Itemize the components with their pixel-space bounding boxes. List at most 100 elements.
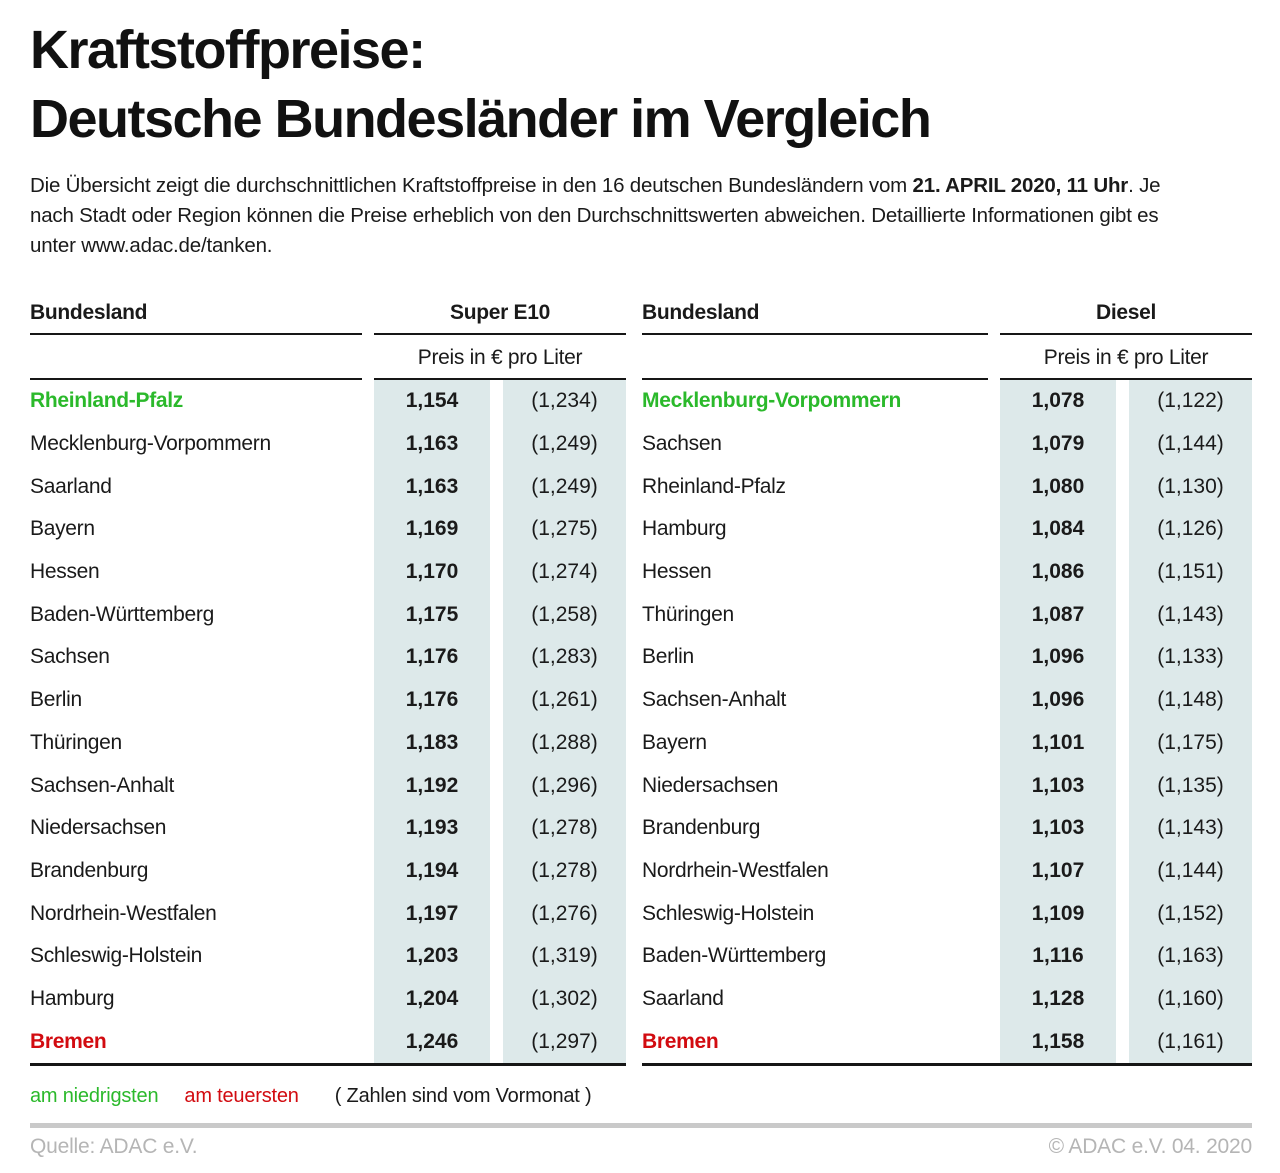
current-price: 1,175 [374, 593, 490, 637]
table-subheader-row: Preis in € pro Liter [642, 335, 1252, 380]
state-name: Thüringen [30, 730, 122, 754]
table-row: Rheinland-Pfalz 1,080 (1,130) [642, 465, 1252, 509]
current-price: 1,163 [374, 422, 490, 466]
table-row: Nordrhein-Westfalen 1,197 (1,276) [30, 892, 626, 935]
previous-month-price: (1,148) [1129, 678, 1252, 722]
current-price: 1,158 [1000, 1020, 1116, 1063]
previous-month-price: (1,126) [1129, 508, 1252, 551]
previous-month-price: (1,130) [1129, 465, 1252, 509]
table-row: Hessen 1,170 (1,274) [30, 550, 626, 594]
state-name: Berlin [30, 688, 82, 712]
table-row: Bremen 1,158 (1,161) [642, 1020, 1252, 1063]
copyright-label: © ADAC e.V. 04. 2020 [1048, 1135, 1253, 1158]
state-name: Saarland [30, 474, 112, 498]
state-name: Mecklenburg-Vorpommern [642, 389, 902, 413]
source-label: Quelle: ADAC e.V. [30, 1135, 198, 1158]
previous-month-price: (1,288) [503, 721, 626, 765]
table-diesel: Bundesland Diesel Preis in € pro Liter M… [642, 294, 1252, 1066]
page-title: Kraftstoffpreise: Deutsche Bundesländer … [30, 16, 1252, 154]
table-row: Brandenburg 1,194 (1,278) [30, 849, 626, 893]
table-row: Mecklenburg-Vorpommern 1,163 (1,249) [30, 422, 626, 466]
current-price: 1,183 [374, 721, 490, 765]
current-price: 1,176 [374, 636, 490, 679]
previous-month-price: (1,144) [1129, 422, 1252, 466]
previous-month-price: (1,302) [503, 977, 626, 1021]
previous-month-price: (1,163) [1129, 934, 1252, 978]
current-price: 1,107 [1000, 849, 1116, 893]
current-price: 1,080 [1000, 465, 1116, 509]
current-price: 1,116 [1000, 934, 1116, 978]
table-row: Hessen 1,086 (1,151) [642, 550, 1252, 594]
table-row: Sachsen-Anhalt 1,096 (1,148) [642, 678, 1252, 722]
state-name: Hamburg [642, 517, 727, 541]
current-price: 1,103 [1000, 764, 1116, 807]
state-name: Baden-Württemberg [30, 602, 214, 626]
current-price: 1,154 [374, 380, 490, 423]
table-header-row: Bundesland Diesel [642, 294, 1252, 335]
previous-month-price: (1,135) [1129, 764, 1252, 807]
intro-part-1: Die Übersicht zeigt die durchschnittlich… [30, 174, 913, 197]
column-header-price-unit: Preis in € pro Liter [374, 335, 626, 380]
previous-month-price: (1,276) [503, 892, 626, 935]
current-price: 1,204 [374, 977, 490, 1021]
table-row: Berlin 1,176 (1,261) [30, 678, 626, 722]
table-row: Brandenburg 1,103 (1,143) [642, 806, 1252, 850]
table-body: Rheinland-Pfalz 1,154 (1,234) Mecklenburg-V… [30, 380, 626, 1066]
column-header-fuel: Diesel [1000, 294, 1252, 335]
previous-month-price: (1,143) [1129, 593, 1252, 637]
intro-text: Die Übersicht zeigt die durchschnittlich… [30, 171, 1205, 261]
current-price: 1,096 [1000, 636, 1116, 679]
previous-month-price: (1,278) [503, 806, 626, 850]
column-header-price-unit: Preis in € pro Liter [1000, 335, 1252, 380]
footer-divider [30, 1123, 1252, 1128]
state-name: Niedersachsen [30, 816, 167, 840]
previous-month-price: (1,175) [1129, 721, 1252, 765]
column-header-bundesland: Bundesland [642, 294, 988, 335]
state-name: Berlin [642, 645, 694, 669]
legend-lowest-label: am niedrigsten [30, 1085, 159, 1107]
current-price: 1,084 [1000, 508, 1116, 551]
state-name: Bremen [642, 1029, 719, 1053]
table-row: Berlin 1,096 (1,133) [642, 636, 1252, 679]
current-price: 1,109 [1000, 892, 1116, 935]
state-name: Bremen [30, 1029, 107, 1053]
table-row: Rheinland-Pfalz 1,154 (1,234) [30, 380, 626, 423]
table-row: Mecklenburg-Vorpommern 1,078 (1,122) [642, 380, 1252, 423]
previous-month-price: (1,275) [503, 508, 626, 551]
title-line-2: Deutsche Bundesländer im Vergleich [30, 89, 932, 149]
current-price: 1,086 [1000, 550, 1116, 594]
state-name: Brandenburg [642, 816, 761, 840]
table-row: Bayern 1,101 (1,175) [642, 721, 1252, 765]
column-subheader-empty [642, 335, 988, 380]
state-name: Rheinland-Pfalz [642, 474, 786, 498]
state-name: Schleswig-Holstein [642, 901, 815, 925]
previous-month-price: (1,261) [503, 678, 626, 722]
previous-month-price: (1,249) [503, 422, 626, 466]
table-row: Niedersachsen 1,193 (1,278) [30, 806, 626, 850]
previous-month-price: (1,297) [503, 1020, 626, 1063]
state-name: Sachsen-Anhalt [30, 773, 175, 797]
title-line-1: Kraftstoffpreise: [30, 20, 426, 80]
table-row: Thüringen 1,087 (1,143) [642, 593, 1252, 637]
table-row: Hamburg 1,084 (1,126) [642, 508, 1252, 551]
state-name: Baden-Württemberg [642, 944, 826, 968]
previous-month-price: (1,144) [1129, 849, 1252, 893]
table-row: Sachsen 1,079 (1,144) [642, 422, 1252, 466]
current-price: 1,197 [374, 892, 490, 935]
state-name: Thüringen [642, 602, 734, 626]
state-name: Sachsen [642, 432, 722, 456]
table-row: Niedersachsen 1,103 (1,135) [642, 764, 1252, 807]
current-price: 1,128 [1000, 977, 1116, 1021]
current-price: 1,101 [1000, 721, 1116, 765]
table-body: Mecklenburg-Vorpommern 1,078 (1,122) Sachse… [642, 380, 1252, 1066]
previous-month-price: (1,160) [1129, 977, 1252, 1021]
intro-part-2: . Je nach Stadt oder Region können die P… [30, 174, 1161, 257]
state-name: Schleswig-Holstein [30, 944, 203, 968]
state-name: Nordrhein-Westfalen [30, 901, 217, 925]
previous-month-price: (1,161) [1129, 1020, 1252, 1063]
current-price: 1,103 [1000, 806, 1116, 850]
previous-month-price: (1,133) [1129, 636, 1252, 679]
current-price: 1,169 [374, 508, 490, 551]
table-row: Nordrhein-Westfalen 1,107 (1,144) [642, 849, 1252, 893]
